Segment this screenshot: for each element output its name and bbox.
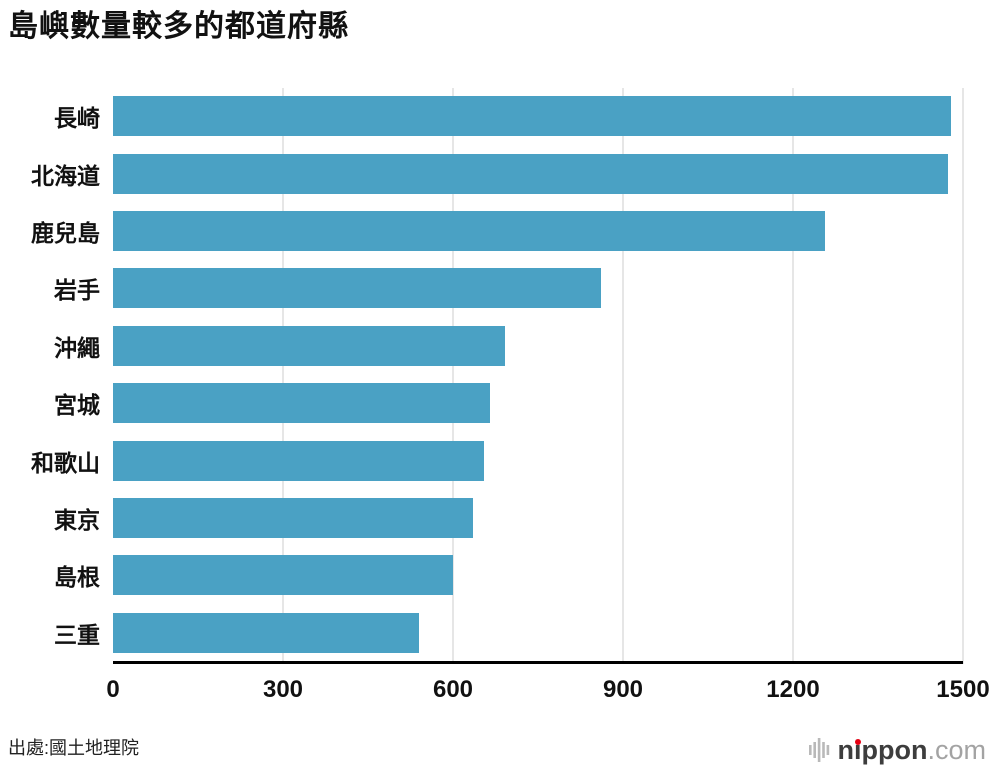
gridline <box>622 87 624 665</box>
category-label: 和歌山 <box>31 449 100 476</box>
chart-row: 沖繩 <box>54 317 963 374</box>
chart-row: 島根 <box>54 547 963 604</box>
bar-rows: 長崎北海道鹿兒島岩手沖繩宮城和歌山東京島根三重 <box>31 88 963 662</box>
gridline <box>792 87 794 665</box>
category-label: 三重 <box>54 621 100 648</box>
bar <box>113 268 601 309</box>
source-note: 出處:國土地理院 <box>8 738 140 758</box>
x-tick-label: 0 <box>106 676 120 704</box>
x-tick-label: 1200 <box>766 676 820 704</box>
gridline <box>962 87 964 665</box>
bar <box>113 383 491 424</box>
x-tick-label: 1500 <box>936 676 990 704</box>
bar <box>113 440 485 481</box>
bar <box>113 210 825 251</box>
category-label: 長崎 <box>54 105 100 132</box>
bar <box>113 96 952 137</box>
x-tick-label: 300 <box>262 676 304 704</box>
category-label: 宮城 <box>54 392 100 419</box>
nippon-logo-icon <box>808 738 829 762</box>
plot-area: 長崎北海道鹿兒島岩手沖繩宮城和歌山東京島根三重 <box>31 87 964 665</box>
x-tick-label: 900 <box>602 676 644 704</box>
category-label: 岩手 <box>54 277 100 304</box>
chart-row: 東京 <box>54 489 963 546</box>
logo-text: nippon .com <box>837 734 986 765</box>
category-label: 島根 <box>54 564 100 591</box>
x-axis-tick-labels: 0 300 600 900 1200 1500 <box>106 664 989 708</box>
bar <box>113 153 948 194</box>
gridline <box>282 87 284 665</box>
chart-row: 鹿兒島 <box>31 202 963 259</box>
nippon-logo: nippon .com <box>808 734 986 765</box>
category-label: 鹿兒島 <box>31 219 100 246</box>
page-title: 島嶼數量較多的都道府縣 <box>8 10 349 43</box>
bar <box>113 612 419 653</box>
chart-row: 三重 <box>54 604 963 661</box>
category-label: 東京 <box>54 506 100 533</box>
chart-row: 長崎 <box>54 88 963 145</box>
gridlines <box>113 87 964 665</box>
bar <box>113 325 505 366</box>
category-label: 沖繩 <box>54 334 100 361</box>
chart-row: 岩手 <box>54 260 963 317</box>
bar-chart: 長崎北海道鹿兒島岩手沖繩宮城和歌山東京島根三重 0 300 600 900 1200 15… <box>31 87 990 709</box>
chart-row: 宮城 <box>54 374 963 431</box>
logo-name: nippon <box>837 734 928 765</box>
chart-row: 和歌山 <box>31 432 963 489</box>
bar <box>113 497 473 538</box>
category-label: 北海道 <box>31 162 100 189</box>
gridline <box>452 87 454 665</box>
logo-tld: .com <box>927 734 986 765</box>
bar <box>113 555 453 596</box>
chart-row: 北海道 <box>31 145 963 202</box>
logo-i-dot <box>854 738 861 745</box>
x-tick-label: 600 <box>432 676 474 704</box>
x-axis-line <box>113 661 963 665</box>
